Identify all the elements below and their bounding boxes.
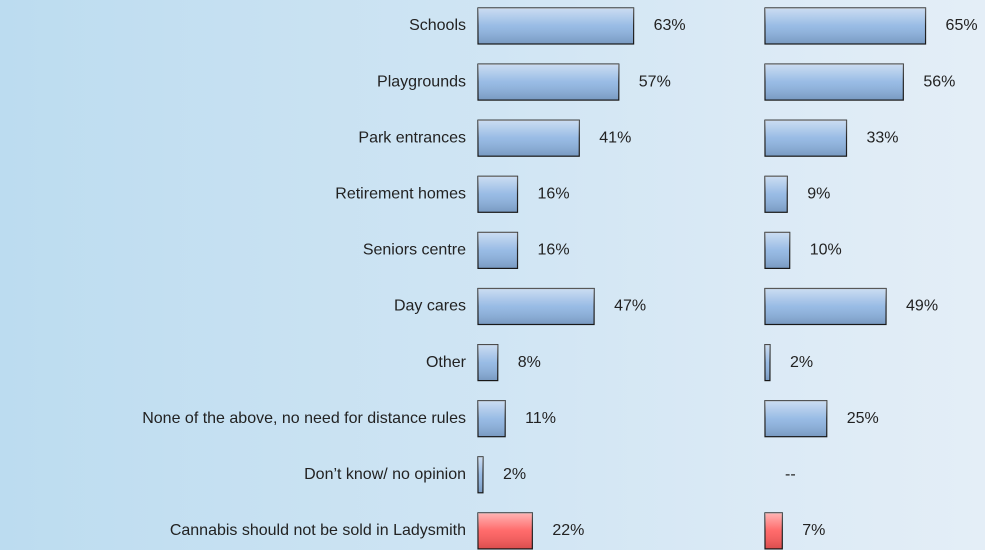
value-label: 41% (599, 129, 631, 146)
value-label: -- (785, 466, 796, 483)
bar (477, 400, 506, 438)
category-label: None of the above, no need for distance … (142, 410, 466, 427)
value-label: 57% (639, 73, 671, 90)
value-label: 9% (807, 186, 830, 203)
bar (764, 175, 788, 213)
category-label: Park entrances (358, 129, 466, 146)
value-label: 2% (503, 466, 526, 483)
value-label: 11% (525, 410, 556, 427)
value-label: 16% (538, 242, 570, 259)
value-label: 33% (867, 129, 899, 146)
bar (477, 344, 499, 382)
category-label: Other (426, 354, 467, 371)
value-label: 47% (614, 298, 646, 315)
bar (764, 512, 783, 550)
value-label: 49% (906, 298, 938, 315)
value-label: 10% (810, 242, 842, 259)
bar (477, 456, 484, 494)
bar (477, 231, 519, 269)
bar (764, 119, 848, 157)
bar (764, 287, 887, 326)
category-label: Day cares (394, 298, 466, 315)
bar (477, 287, 595, 326)
value-label: 16% (538, 186, 570, 203)
bar (764, 344, 771, 382)
value-label: 56% (923, 73, 955, 90)
value-label: 63% (654, 17, 686, 34)
bar (764, 7, 927, 45)
bar (764, 63, 904, 101)
value-label: 22% (552, 522, 584, 539)
bar (477, 63, 620, 101)
value-label: 25% (847, 410, 879, 427)
value-label: 8% (518, 354, 541, 371)
value-label: 2% (790, 354, 813, 371)
category-label: Retirement homes (335, 186, 466, 203)
category-label: Cannabis should not be sold in Ladysmith (170, 522, 466, 539)
category-label: Seniors centre (363, 242, 466, 259)
category-label: Don’t know/ no opinion (304, 466, 466, 483)
bar (477, 7, 635, 45)
bar (764, 400, 828, 438)
category-label: Schools (409, 17, 466, 34)
bar (477, 175, 519, 213)
bar (477, 119, 580, 157)
bar (764, 231, 791, 269)
bar (477, 512, 533, 550)
value-label: 7% (802, 522, 825, 539)
category-label: Playgrounds (377, 73, 466, 90)
value-label: 65% (946, 17, 978, 34)
